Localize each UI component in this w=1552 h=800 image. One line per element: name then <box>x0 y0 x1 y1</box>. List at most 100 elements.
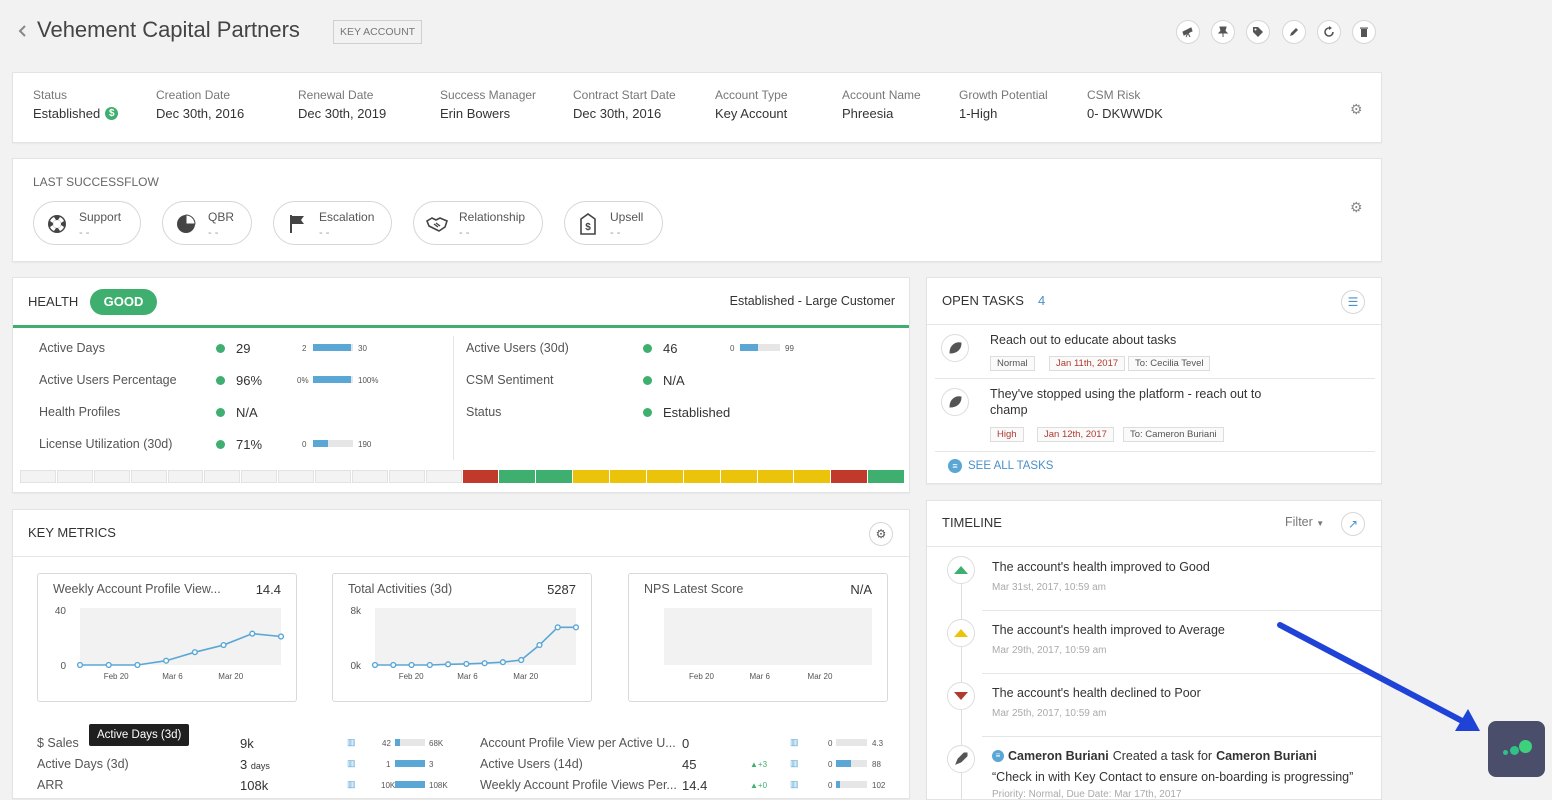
data-point <box>191 649 198 656</box>
metric-row: Account Profile View per Active U... 0 ▥… <box>480 734 900 752</box>
lifebuoy-icon <box>48 215 66 233</box>
details-settings-gear-icon[interactable]: ⚙ <box>1350 101 1363 117</box>
successflow-relationship[interactable]: Relationship - - <box>413 201 543 245</box>
metric-row-value: 45 <box>682 757 697 772</box>
metric-card-total-activities[interactable]: Total Activities (3d) 5287 8k 0k Feb 20 Mar… <box>332 573 592 702</box>
task-item[interactable]: Reach out to educate about tasks Normal … <box>927 326 1381 376</box>
account-name-value: Phreesia <box>842 106 894 121</box>
bar-chart-icon[interactable]: ▥ <box>347 737 356 747</box>
timeline-task-meta: Priority: Normal, Due Date: Mar 17th, 20… <box>992 789 1182 800</box>
health-status-dot <box>216 440 225 449</box>
health-status-dot <box>643 344 652 353</box>
timeline-export-icon[interactable]: ↗ <box>1341 512 1365 536</box>
see-all-tasks-link[interactable]: ≡ SEE ALL TASKS <box>948 459 1053 473</box>
health-row: Active Users Percentage 96% 0% 100% <box>39 373 449 391</box>
successflow-upsell-sub: - - <box>610 227 621 239</box>
back-chevron-icon[interactable] <box>16 22 28 40</box>
data-point <box>371 661 379 669</box>
health-row-value: 96% <box>236 373 263 388</box>
timeline-event[interactable]: The account's health improved to Average… <box>927 614 1381 672</box>
growth-potential-value: 1-High <box>959 106 998 121</box>
metric-card-value: 14.4 <box>255 582 281 597</box>
tags-icon[interactable] <box>1246 20 1270 44</box>
timeline-event[interactable]: ≡ Cameron Buriani Created a task for Cam… <box>927 740 1381 800</box>
pin-icon[interactable] <box>1211 20 1235 44</box>
task-assignee: To: Cecilia Tevel <box>1128 356 1211 371</box>
timeline-event[interactable]: The account's health declined to Poor Ma… <box>927 677 1381 735</box>
successflow-support[interactable]: Support - - <box>33 201 141 245</box>
chat-launcher-button[interactable] <box>1488 721 1545 777</box>
key-metrics-gear-icon[interactable]: ⚙ <box>869 522 893 546</box>
successflow-qbr[interactable]: QBR - - <box>162 201 252 245</box>
range-max: 99 <box>785 344 794 353</box>
success-manager-label: Success Manager <box>440 88 537 102</box>
bar-chart-icon[interactable]: ▥ <box>790 779 799 789</box>
account-type-value: Key Account <box>715 106 788 121</box>
health-history-cell <box>831 470 868 483</box>
range-bar <box>313 344 353 351</box>
bar-chart-icon[interactable]: ▥ <box>347 779 356 789</box>
health-history-strip <box>20 470 904 483</box>
csm-risk-label: CSM Risk <box>1087 88 1141 102</box>
trash-icon[interactable] <box>1352 20 1376 44</box>
range-min: 2 <box>302 344 307 353</box>
successflow-escalation[interactable]: Escalation - - <box>273 201 392 245</box>
successflow-settings-gear-icon[interactable]: ⚙ <box>1350 199 1363 215</box>
health-history-cell <box>351 470 388 483</box>
refresh-icon[interactable] <box>1317 20 1341 44</box>
health-row: Health Profiles N/A <box>39 405 449 423</box>
metric-row: $ Sales 9k ▥ 42 68K <box>37 734 457 752</box>
key-metrics-title: KEY METRICS <box>28 525 116 540</box>
range-max: 3 <box>429 760 434 769</box>
contract-start-value: Dec 30th, 2016 <box>573 106 662 121</box>
open-tasks-count: 4 <box>1038 293 1046 308</box>
x-tick-label: Mar 20 <box>808 672 833 681</box>
success-manager-value: Erin Bowers <box>440 106 511 121</box>
annotation-arrow <box>1277 622 1480 731</box>
metric-card-nps[interactable]: NPS Latest Score N/A Feb 20 Mar 6 Mar 20 <box>628 573 888 702</box>
timeline-event-time: Mar 29th, 2017, 10:59 am <box>992 645 1107 656</box>
line-chart: 8k 0k Feb 20 Mar 6 Mar 20 <box>350 606 580 681</box>
health-row: License Utilization (30d) 71% 0 190 <box>39 437 449 455</box>
metric-row-value: 14.4 <box>682 778 708 793</box>
metric-card-title: NPS Latest Score <box>644 582 744 596</box>
bar-chart-icon[interactable]: ▥ <box>790 737 799 747</box>
range-max: 102 <box>872 781 886 790</box>
range-max: 100% <box>358 376 379 385</box>
contract-start-label: Contract Start Date <box>573 88 676 102</box>
health-history-cell <box>204 470 241 483</box>
data-point <box>518 656 525 664</box>
data-point <box>76 661 84 669</box>
metric-row-label: Account Profile View per Active U... <box>480 736 676 750</box>
y-tick-label: 0k <box>350 661 362 672</box>
line-chart: 40 0 Feb 20 Mar 6 Mar 20 <box>55 606 285 681</box>
timeline-filter-dropdown[interactable]: Filter ▼ <box>1285 515 1325 529</box>
health-history-cell <box>757 470 794 483</box>
health-history-cell <box>315 470 351 483</box>
task-item[interactable]: They've stopped using the platform - rea… <box>927 380 1381 446</box>
timeline-task-quote: “Check in with Key Contact to ensure on-… <box>992 770 1354 784</box>
health-up-yellow-icon <box>947 619 975 647</box>
task-filter-icon[interactable]: ☰ <box>1341 290 1365 314</box>
creation-date-label: Creation Date <box>156 88 231 102</box>
telescope-icon[interactable] <box>1176 20 1200 44</box>
range-bar <box>836 739 867 746</box>
health-status-dot <box>216 344 225 353</box>
data-point <box>134 661 141 669</box>
growth-potential-label: Growth Potential <box>959 88 1048 102</box>
health-history-cell <box>93 470 130 483</box>
bar-chart-icon[interactable]: ▥ <box>347 758 356 768</box>
open-tasks-card: OPEN TASKS 4 ☰ Reach out to educate abou… <box>926 277 1382 484</box>
dollar-tag-icon: $ <box>580 213 596 235</box>
successflow-upsell[interactable]: $ Upsell - - <box>564 201 663 245</box>
metric-card-profile-views[interactable]: Weekly Account Profile View... 14.4 40 0 F… <box>37 573 297 702</box>
task-due-date: Jan 11th, 2017 <box>1049 356 1126 371</box>
health-status-dot <box>643 408 652 417</box>
dollar-circle-icon: $ <box>105 107 119 120</box>
bar-chart-icon[interactable]: ▥ <box>790 758 799 768</box>
x-tick-label: Mar 6 <box>162 672 183 681</box>
dot-medium-icon <box>1510 746 1519 755</box>
health-divider <box>13 325 909 328</box>
pencil-icon[interactable] <box>1282 20 1306 44</box>
timeline-event[interactable]: The account's health improved to Good Ma… <box>927 551 1381 609</box>
